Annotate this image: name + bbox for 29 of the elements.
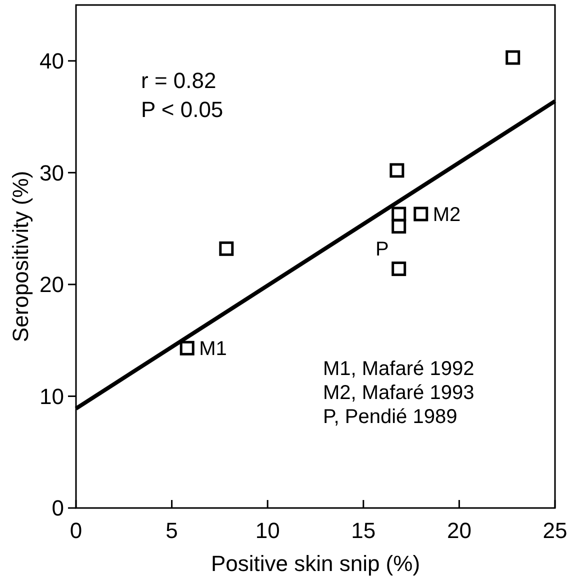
x-tick-label: 0 [70,518,82,543]
point [392,262,406,276]
x-tick-label: 20 [446,518,472,543]
point [506,50,520,65]
annotation: M1 [199,338,227,360]
x-tick-label: 15 [351,518,376,543]
annotation: r = 0.82 [141,68,216,93]
y-tick-label: 30 [40,160,64,186]
y-tick-label: 20 [40,272,64,298]
point [219,241,234,256]
x-tick-label: 10 [255,518,280,543]
x-axis-title: Positive skin snip (%) [210,551,420,576]
point [414,206,428,222]
y-tick-label: 40 [40,48,64,74]
x-tick-label: 25 [542,518,568,543]
x-tick-label: 5 [166,518,178,543]
y-tick-label: 0 [52,496,64,521]
point [392,219,406,234]
y-tick-label: 10 [40,384,64,409]
annotation: P, Pendié 1989 [323,406,458,428]
point [180,340,194,356]
annotation: M2, Mafaré 1993 [323,382,474,404]
annotation: P [376,238,389,260]
annotation: M1, Mafaré 1992 [323,358,474,380]
point [392,206,406,222]
annotation: P < 0.05 [141,97,224,122]
annotation: M2 [432,204,461,226]
y-axis-title: Seropositivity (%) [8,170,33,342]
point [390,163,404,178]
